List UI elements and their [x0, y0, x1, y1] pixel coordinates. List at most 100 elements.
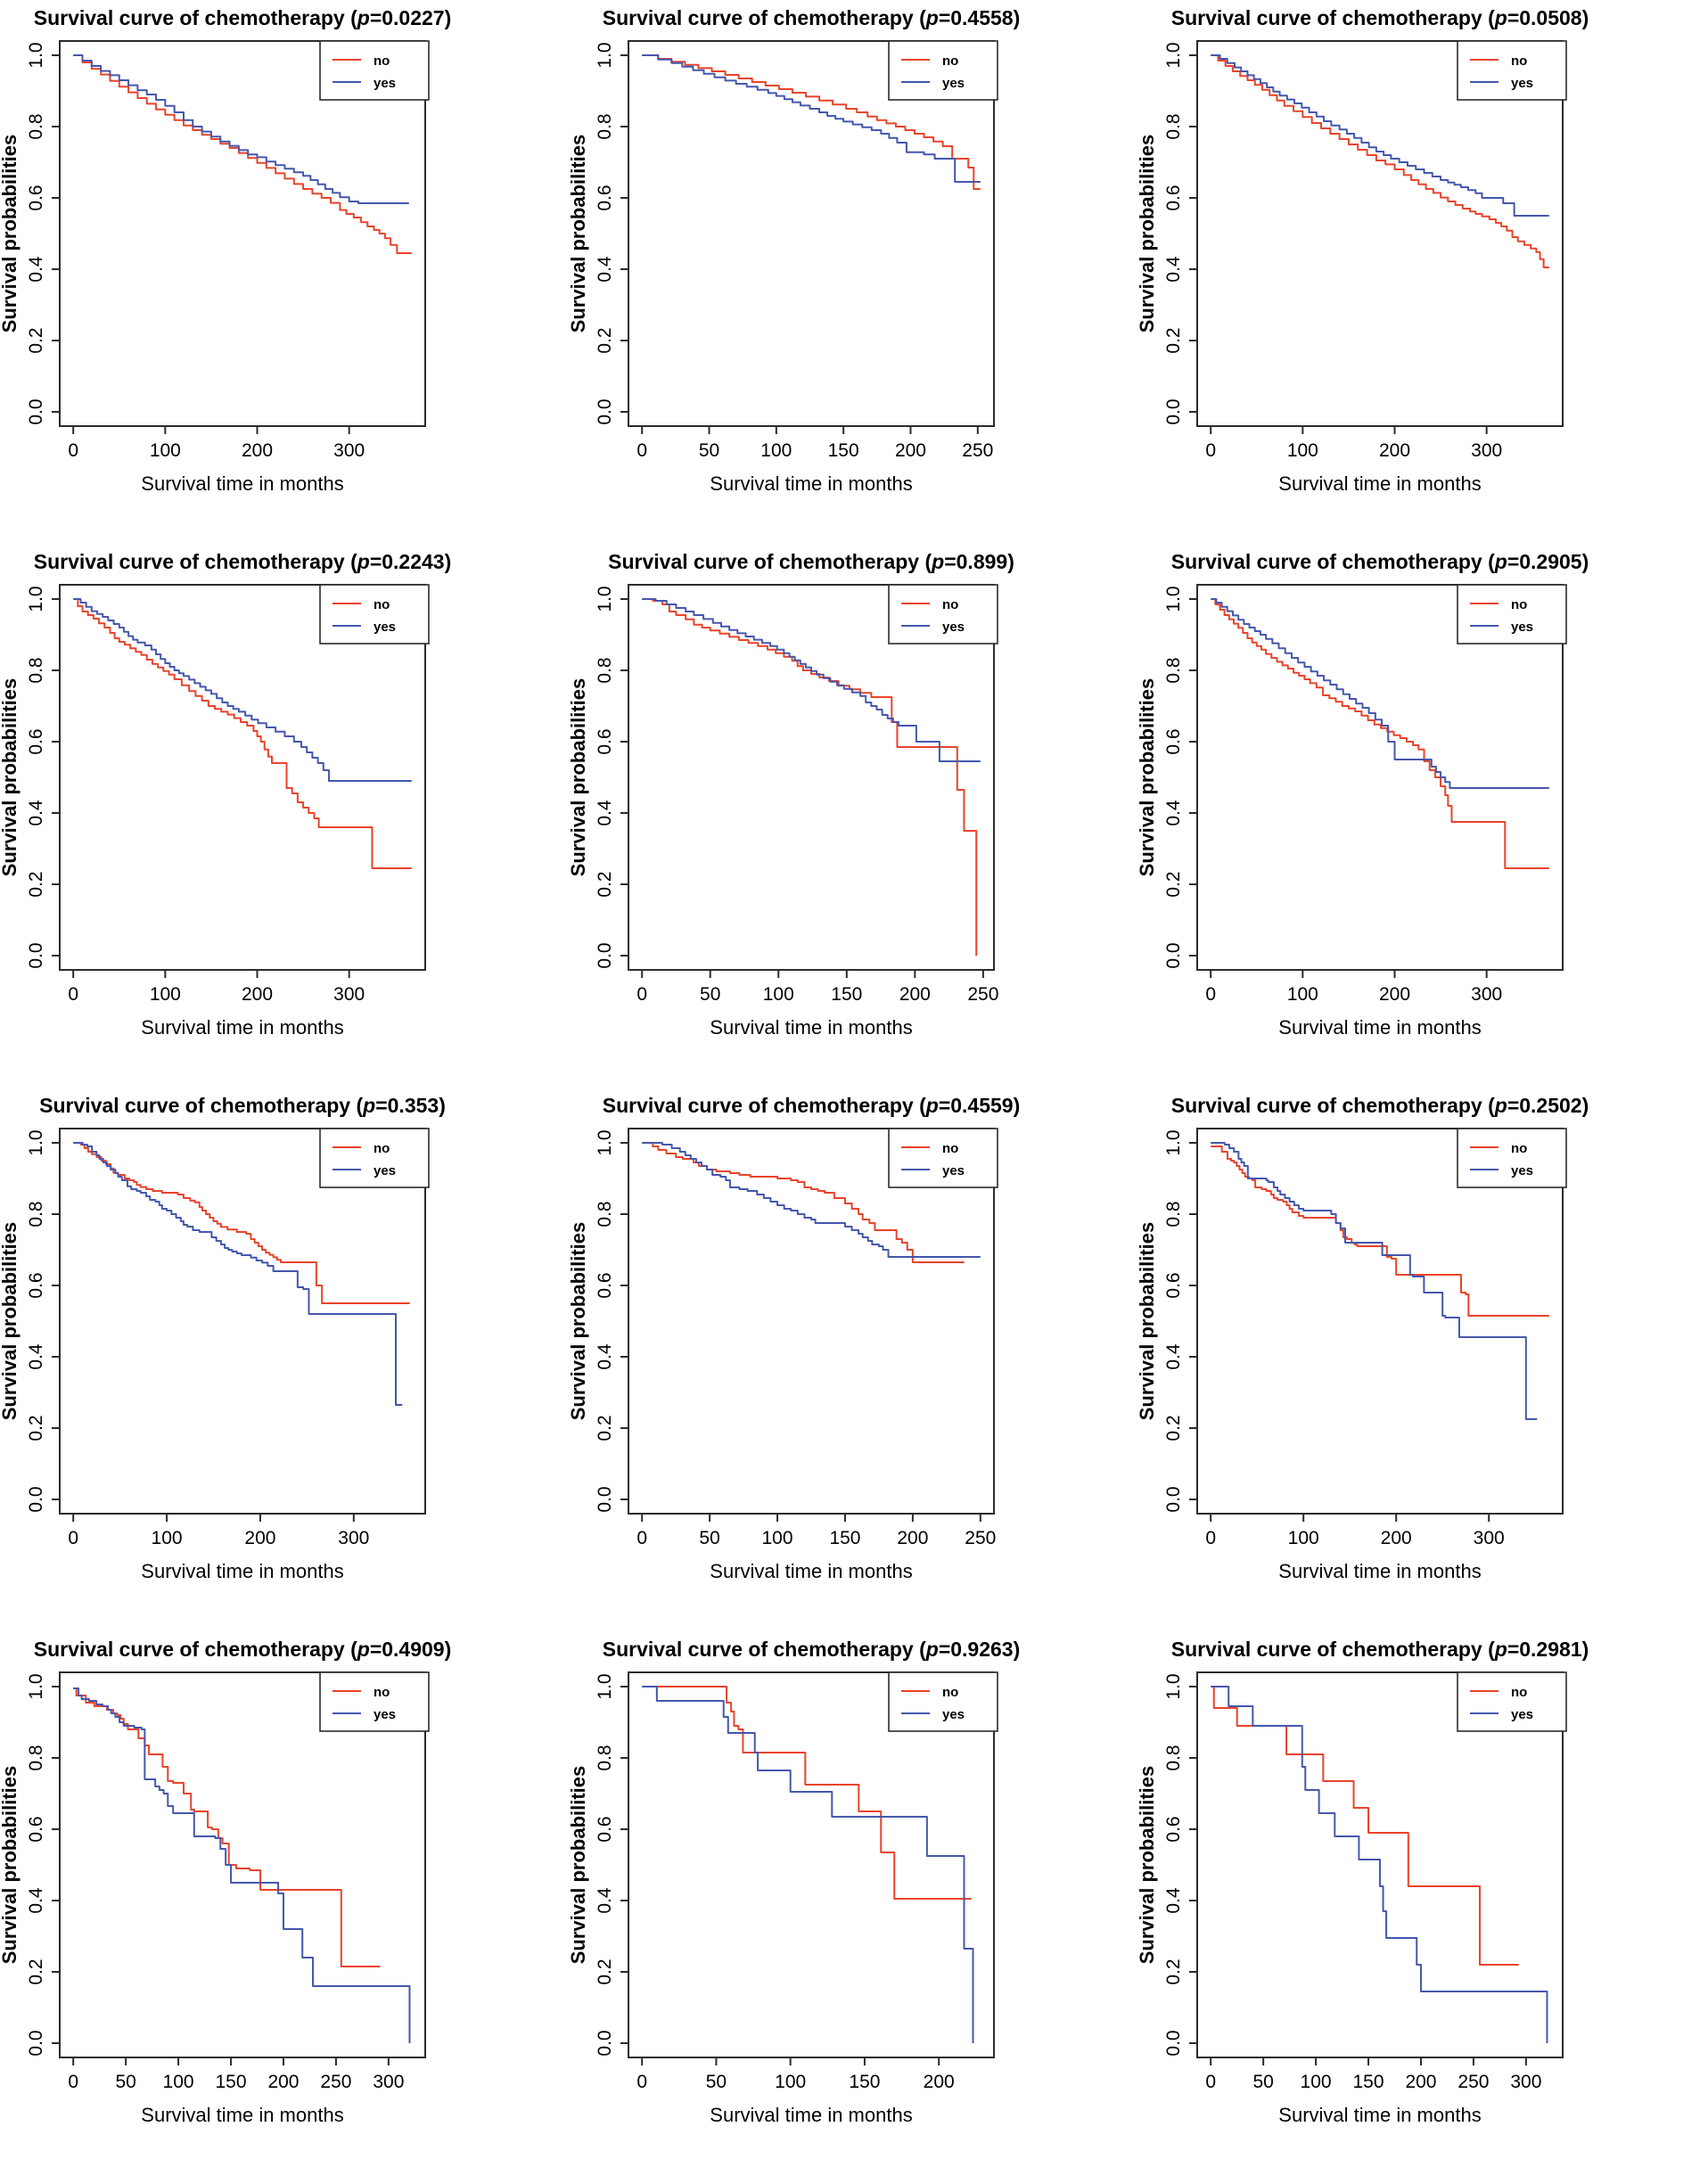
legend-box — [319, 1671, 430, 1732]
km-curve-yes — [73, 1142, 403, 1406]
x-axis-title: Survival time in months — [141, 472, 343, 495]
y-axis-tick-label: 0.4 — [595, 1887, 615, 1914]
x-axis-tick-label: 0 — [68, 440, 78, 461]
y-axis-tick-label: 0.0 — [595, 942, 615, 968]
y-axis-tick-label: 0.2 — [1163, 1415, 1184, 1441]
legend-label-yes: yes — [374, 620, 396, 635]
x-axis-tick-label: 300 — [1474, 1528, 1505, 1548]
y-axis-title: Survival probabilities — [1137, 1222, 1158, 1421]
km-curve-no — [642, 1686, 972, 1900]
x-axis-tick-label: 100 — [1287, 440, 1318, 461]
km-curve-yes — [73, 1687, 411, 2043]
y-axis-tick-label: 0.4 — [1163, 1343, 1184, 1370]
km-curve-no — [1211, 54, 1549, 268]
legend-box — [888, 1671, 998, 1732]
legend-label-no: no — [374, 53, 390, 69]
y-axis-tick-label: 1.0 — [595, 1129, 615, 1155]
x-axis-tick-label: 300 — [333, 440, 365, 461]
x-axis-tick-label: 100 — [760, 440, 792, 461]
km-curve-yes — [642, 54, 981, 183]
x-axis-tick-label: 0 — [68, 2072, 78, 2092]
y-axis-tick-label: 1.0 — [1163, 42, 1184, 68]
x-axis-tick-label: 200 — [897, 1528, 928, 1548]
x-axis-tick-label: 300 — [1510, 2072, 1541, 2092]
y-axis-title: Survival probabilities — [1137, 135, 1158, 333]
y-axis-tick-label: 0.8 — [26, 1745, 46, 1770]
km-curve-yes — [642, 1142, 981, 1258]
x-axis-tick-label: 0 — [636, 2072, 647, 2092]
y-axis-title: Survival probabilities — [569, 1766, 589, 1965]
y-axis-tick-label: 0.0 — [595, 1486, 615, 1512]
x-axis-tick-label: 50 — [706, 2072, 727, 2092]
legend-label-yes: yes — [1511, 1707, 1533, 1722]
x-axis-tick-label: 250 — [967, 984, 998, 1005]
y-axis-tick-label: 1.0 — [595, 42, 615, 68]
survival-plot-7: Survival curve of chemotherapy (p=0.353)… — [0, 1088, 569, 1631]
x-axis-title: Survival time in months — [1278, 1016, 1481, 1039]
km-plot-svg: Survival curve of chemotherapy (p=0.2905… — [1137, 550, 1589, 1039]
km-curve-no — [642, 54, 981, 190]
legend-label-no: no — [942, 53, 958, 69]
x-axis-tick-label: 300 — [333, 984, 365, 1005]
y-axis-tick-label: 1.0 — [1163, 586, 1184, 612]
y-axis-tick-label: 0.8 — [595, 657, 615, 683]
x-axis-tick-label: 100 — [163, 2072, 194, 2092]
km-curve-yes — [642, 598, 981, 762]
x-axis-tick-label: 150 — [829, 1528, 860, 1548]
y-axis-tick-label: 0.2 — [595, 327, 615, 353]
y-axis-title: Survival probabilities — [569, 1222, 589, 1421]
legend-box — [319, 1128, 430, 1188]
legend-label-no: no — [374, 1685, 390, 1700]
y-axis-tick-label: 0.2 — [1163, 871, 1184, 897]
legend-label-no: no — [374, 1141, 390, 1156]
x-axis-tick-label: 0 — [636, 440, 647, 461]
y-axis-tick-label: 0.8 — [1163, 113, 1184, 139]
survival-plot-2: Survival curve of chemotherapy (p=0.4558… — [569, 0, 1137, 544]
km-plot-svg: Survival curve of chemotherapy (p=0.4909… — [0, 1638, 451, 2126]
plot-title: Survival curve of chemotherapy (p=0.0227… — [34, 6, 452, 29]
x-axis-tick-label: 50 — [700, 984, 720, 1005]
km-plot-svg: Survival curve of chemotherapy (p=0.353)… — [0, 1094, 446, 1582]
x-axis-tick-label: 200 — [242, 440, 273, 461]
y-axis-tick-label: 1.0 — [1163, 1673, 1184, 1699]
y-axis-tick-label: 0.6 — [26, 185, 46, 210]
x-axis-tick-label: 150 — [828, 440, 859, 461]
plot-frame — [59, 584, 426, 971]
y-axis-tick-label: 0.8 — [26, 1201, 46, 1227]
legend-box — [319, 40, 430, 101]
y-axis-tick-label: 0.6 — [26, 1816, 46, 1842]
km-plot-svg: Survival curve of chemotherapy (p=0.2243… — [0, 550, 451, 1039]
km-curve-yes — [73, 598, 412, 782]
y-axis-tick-label: 0.4 — [1163, 1887, 1184, 1914]
legend-label-no: no — [1511, 1141, 1527, 1156]
x-axis-tick-label: 0 — [1205, 440, 1216, 461]
survival-plot-1: Survival curve of chemotherapy (p=0.0227… — [0, 0, 569, 544]
x-axis-title: Survival time in months — [1278, 472, 1481, 495]
legend-label-no: no — [942, 597, 958, 612]
legend-box — [888, 584, 998, 645]
survival-plot-10: Survival curve of chemotherapy (p=0.4909… — [0, 1631, 569, 2175]
x-axis-tick-label: 200 — [244, 1528, 275, 1548]
x-axis-tick-label: 0 — [636, 984, 647, 1005]
x-axis-tick-label: 150 — [1353, 2072, 1384, 2092]
x-axis-tick-label: 250 — [962, 440, 993, 461]
legend-label-no: no — [942, 1141, 958, 1156]
survival-plot-4: Survival curve of chemotherapy (p=0.2243… — [0, 544, 569, 1088]
legend-label-no: no — [1511, 597, 1527, 612]
y-axis-tick-label: 0.8 — [595, 1745, 615, 1770]
plot-frame — [628, 584, 995, 971]
y-axis-tick-label: 0.4 — [595, 800, 615, 826]
x-axis-tick-label: 100 — [1288, 1528, 1319, 1548]
x-axis-title: Survival time in months — [710, 2104, 912, 2126]
y-axis-title: Survival probabilities — [1137, 1766, 1158, 1965]
y-axis-tick-label: 0.0 — [26, 942, 46, 968]
km-curve-no — [642, 598, 978, 956]
y-axis-tick-label: 0.0 — [1163, 1486, 1184, 1512]
y-axis-tick-label: 1.0 — [26, 1129, 46, 1155]
km-curve-no — [73, 1687, 381, 1967]
y-axis-tick-label: 0.0 — [26, 2030, 46, 2056]
y-axis-tick-label: 0.0 — [26, 398, 46, 424]
y-axis-title: Survival probabilities — [0, 1222, 21, 1421]
legend-label-yes: yes — [942, 76, 965, 91]
